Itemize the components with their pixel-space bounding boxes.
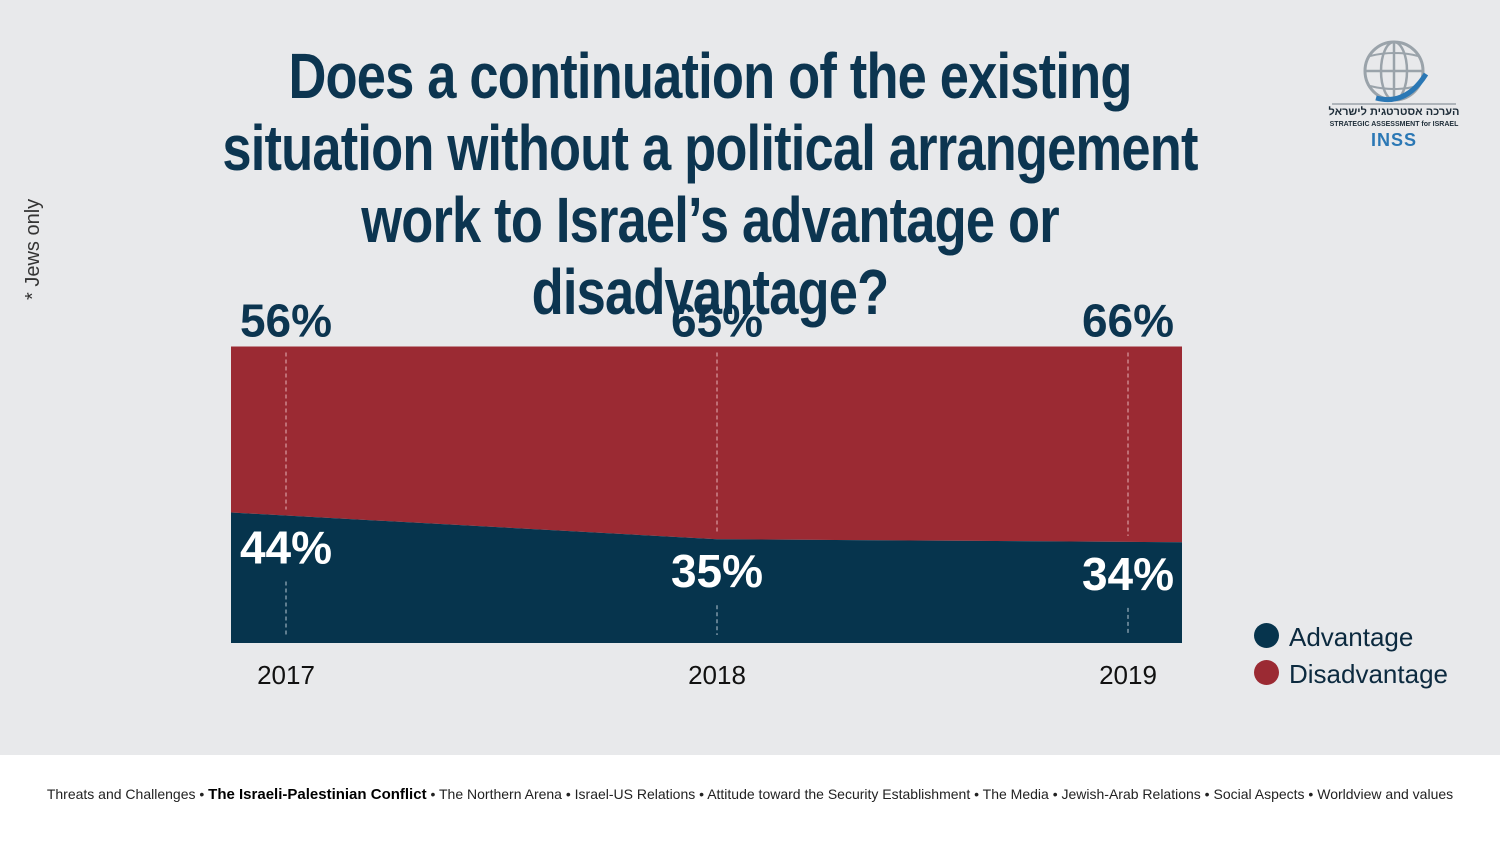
area-chart: 56% 44% 2017 65% 35% 2018 66% 34% 2019: [231, 295, 1182, 690]
data-label-advantage: 44%: [240, 522, 332, 574]
footer-topic-4[interactable]: Attitude toward the Security Establishme…: [707, 786, 971, 802]
logo-hebrew-text: הערכה אסטרטגית לישראל: [1328, 106, 1460, 118]
footer-topic-7[interactable]: Social Aspects: [1213, 786, 1305, 802]
chart-title: Does a continuation of the existing situ…: [222, 40, 1198, 328]
area-advantage: [231, 512, 1182, 643]
x-tick-label: 2018: [688, 660, 746, 690]
data-label-advantage: 35%: [671, 545, 763, 597]
footer-topic-6[interactable]: Jewish-Arab Relations: [1061, 786, 1201, 802]
globe-icon: [1332, 40, 1456, 105]
logo-brand-text: INSS: [1370, 130, 1417, 150]
footer-topic-5[interactable]: The Media: [982, 786, 1049, 802]
footer-topic-1[interactable]: The Israeli-Palestinian Conflict: [208, 786, 427, 803]
legend-swatch-disadvantage: [1254, 660, 1279, 685]
x-tick-label: 2019: [1099, 660, 1157, 690]
footer-separator: •: [1304, 786, 1318, 802]
footer-separator: •: [1200, 786, 1214, 802]
data-label-disadvantage: 56%: [240, 295, 332, 347]
legend-swatch-advantage: [1254, 623, 1279, 648]
data-label-disadvantage: 66%: [1082, 295, 1174, 347]
logo-english-text: STRATEGIC ASSESSMENT for ISRAEL: [1329, 121, 1459, 128]
x-tick-label: 2017: [257, 660, 315, 690]
footer-topic-3[interactable]: Israel-US Relations: [574, 786, 696, 802]
area-disadvantage: [231, 346, 1182, 543]
footer-separator: •: [970, 786, 983, 802]
footer-topic-2[interactable]: The Northern Arena: [439, 786, 562, 802]
footer-nav: Threats and Challenges • The Israeli-Pal…: [0, 755, 1500, 844]
footer-separator: •: [426, 786, 439, 802]
footer-separator: •: [195, 786, 209, 802]
legend-label-disadvantage: Disadvantage: [1289, 659, 1448, 689]
footer-topic-8[interactable]: Worldview and values: [1317, 786, 1454, 802]
inss-logo[interactable]: הערכה אסטרטגית לישראל STRATEGIC ASSESSME…: [1326, 38, 1462, 154]
data-label-advantage: 34%: [1082, 548, 1174, 600]
footer-separator: •: [561, 786, 575, 802]
legend-label-advantage: Advantage: [1289, 622, 1414, 652]
footer-separator: •: [1048, 786, 1062, 802]
footer-separator: •: [695, 786, 708, 802]
footer-topics: Threats and Challenges • The Israeli-Pal…: [0, 786, 1500, 803]
footer-topic-0[interactable]: Threats and Challenges: [46, 786, 196, 802]
data-label-disadvantage: 65%: [671, 295, 763, 347]
